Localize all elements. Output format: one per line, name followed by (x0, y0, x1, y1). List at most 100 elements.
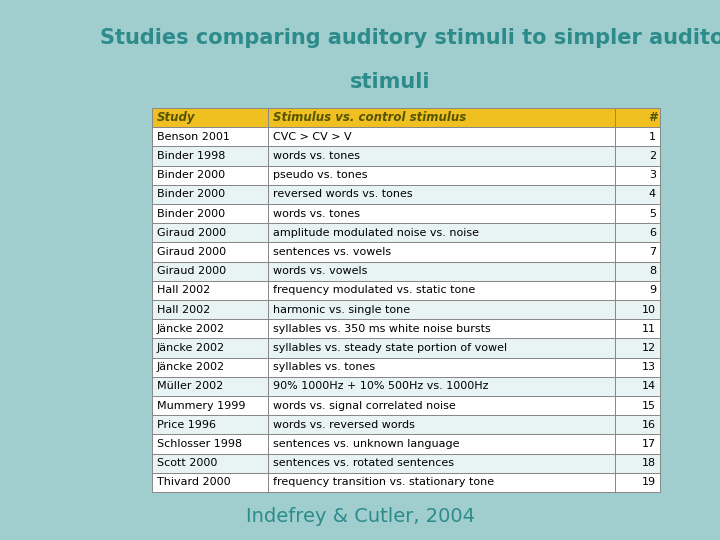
Text: Indefrey & Cutler, 2004: Indefrey & Cutler, 2004 (246, 507, 474, 525)
Bar (152, 223, 660, 242)
Bar (152, 204, 268, 223)
Text: 14: 14 (642, 381, 656, 391)
Text: syllables vs. tones: syllables vs. tones (273, 362, 375, 372)
Text: harmonic vs. single tone: harmonic vs. single tone (273, 305, 410, 315)
Text: 8: 8 (649, 266, 656, 276)
Text: Binder 2000: Binder 2000 (157, 170, 225, 180)
Bar (152, 261, 660, 281)
Text: frequency modulated vs. static tone: frequency modulated vs. static tone (273, 286, 475, 295)
Bar (152, 127, 660, 146)
Bar (268, 339, 615, 357)
Bar (615, 166, 660, 185)
Text: Jäncke 2002: Jäncke 2002 (157, 343, 225, 353)
Text: sentences vs. rotated sentences: sentences vs. rotated sentences (273, 458, 454, 468)
Bar (152, 473, 660, 492)
Bar (152, 127, 268, 146)
Bar (152, 146, 268, 166)
Bar (152, 300, 268, 319)
Text: stimuli: stimuli (350, 72, 431, 92)
Text: sentences vs. vowels: sentences vs. vowels (273, 247, 391, 257)
Bar (152, 146, 660, 166)
Text: 5: 5 (649, 208, 656, 219)
Text: pseudo vs. tones: pseudo vs. tones (273, 170, 367, 180)
Bar (268, 300, 615, 319)
Text: 9: 9 (649, 286, 656, 295)
Text: Müller 2002: Müller 2002 (157, 381, 223, 391)
Bar (615, 357, 660, 377)
Text: 16: 16 (642, 420, 656, 430)
Text: Giraud 2000: Giraud 2000 (157, 266, 226, 276)
Bar (268, 281, 615, 300)
Bar (152, 339, 660, 357)
Text: 3: 3 (649, 170, 656, 180)
Bar (152, 319, 268, 339)
Text: 10: 10 (642, 305, 656, 315)
Bar (268, 261, 615, 281)
Text: words vs. signal correlated noise: words vs. signal correlated noise (273, 401, 456, 410)
Bar (152, 473, 268, 492)
Bar (152, 242, 268, 261)
Bar (615, 127, 660, 146)
Bar (152, 185, 268, 204)
Text: Mummery 1999: Mummery 1999 (157, 401, 246, 410)
Bar (152, 396, 268, 415)
Bar (152, 223, 268, 242)
Text: Giraud 2000: Giraud 2000 (157, 228, 226, 238)
Bar (268, 127, 615, 146)
Text: Jäncke 2002: Jäncke 2002 (157, 362, 225, 372)
Bar (152, 357, 268, 377)
Bar (152, 242, 660, 261)
Bar (152, 434, 660, 454)
Text: Binder 2000: Binder 2000 (157, 190, 225, 199)
Text: 11: 11 (642, 324, 656, 334)
Bar (152, 166, 660, 185)
Bar (152, 434, 268, 454)
Text: 15: 15 (642, 401, 656, 410)
Bar (268, 185, 615, 204)
Bar (268, 377, 615, 396)
Text: 13: 13 (642, 362, 656, 372)
Text: reversed words vs. tones: reversed words vs. tones (273, 190, 413, 199)
Bar (268, 146, 615, 166)
Text: Schlosser 1998: Schlosser 1998 (157, 439, 242, 449)
Text: Hall 2002: Hall 2002 (157, 286, 210, 295)
Bar (615, 454, 660, 473)
Bar (152, 454, 268, 473)
Text: Hall 2002: Hall 2002 (157, 305, 210, 315)
Bar (615, 261, 660, 281)
Bar (615, 223, 660, 242)
Bar (268, 415, 615, 434)
Text: Thivard 2000: Thivard 2000 (157, 477, 230, 488)
Bar (615, 396, 660, 415)
Text: sentences vs. unknown language: sentences vs. unknown language (273, 439, 459, 449)
Text: 12: 12 (642, 343, 656, 353)
Bar (152, 281, 660, 300)
Bar (268, 166, 615, 185)
Bar (615, 108, 660, 127)
Text: CVC > CV > V: CVC > CV > V (273, 132, 351, 142)
Text: 17: 17 (642, 439, 656, 449)
Bar (152, 396, 660, 415)
Bar (152, 261, 268, 281)
Bar (152, 377, 660, 396)
Text: 90% 1000Hz + 10% 500Hz vs. 1000Hz: 90% 1000Hz + 10% 500Hz vs. 1000Hz (273, 381, 488, 391)
Text: Studies comparing auditory stimuli to simpler auditory: Studies comparing auditory stimuli to si… (100, 28, 720, 48)
Text: 7: 7 (649, 247, 656, 257)
Text: Price 1996: Price 1996 (157, 420, 216, 430)
Bar (615, 434, 660, 454)
Bar (268, 223, 615, 242)
Bar (152, 357, 660, 377)
Text: #: # (648, 111, 656, 124)
Text: Giraud 2000: Giraud 2000 (157, 247, 226, 257)
Text: words vs. tones: words vs. tones (273, 208, 360, 219)
Text: Binder 2000: Binder 2000 (157, 208, 225, 219)
Bar (152, 454, 660, 473)
Text: Binder 1998: Binder 1998 (157, 151, 225, 161)
Bar (152, 281, 268, 300)
Bar (268, 108, 615, 127)
Bar (268, 319, 615, 339)
Bar (615, 415, 660, 434)
Text: 2: 2 (649, 151, 656, 161)
Text: words vs. vowels: words vs. vowels (273, 266, 367, 276)
Bar (268, 242, 615, 261)
